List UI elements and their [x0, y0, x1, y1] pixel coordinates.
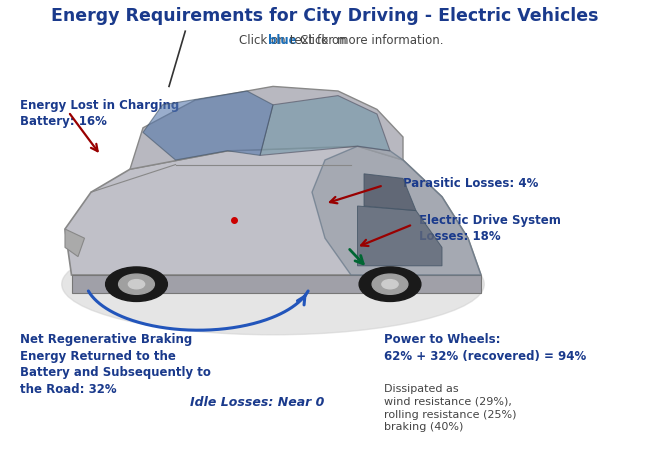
- Polygon shape: [72, 275, 481, 294]
- Polygon shape: [65, 147, 481, 275]
- Text: Power to Wheels:
62% + 32% (recovered) = 94%: Power to Wheels: 62% + 32% (recovered) =…: [384, 333, 586, 362]
- Text: Click on: Click on: [239, 34, 290, 47]
- Ellipse shape: [62, 234, 484, 335]
- Text: Energy Lost in Charging
Battery: 16%: Energy Lost in Charging Battery: 16%: [20, 99, 179, 128]
- Polygon shape: [143, 92, 273, 161]
- Polygon shape: [260, 96, 390, 156]
- Polygon shape: [65, 230, 84, 257]
- Text: Dissipated as
wind resistance (29%),
rolling resistance (25%)
braking (40%): Dissipated as wind resistance (29%), rol…: [384, 383, 516, 431]
- Text: text for more information.: text for more information.: [286, 34, 443, 47]
- Text: Net Regenerative Braking
Energy Returned to the
Battery and Subsequently to
the : Net Regenerative Braking Energy Returned…: [20, 333, 211, 395]
- Ellipse shape: [359, 267, 421, 302]
- Text: blue: blue: [268, 34, 297, 47]
- Polygon shape: [364, 174, 416, 211]
- Text: Energy Requirements for City Driving - Electric Vehicles: Energy Requirements for City Driving - E…: [51, 7, 599, 25]
- Polygon shape: [130, 87, 403, 170]
- Ellipse shape: [118, 274, 155, 295]
- Text: Electric Drive System
Losses: 18%: Electric Drive System Losses: 18%: [419, 213, 561, 243]
- Ellipse shape: [129, 280, 144, 289]
- Ellipse shape: [372, 274, 408, 295]
- Polygon shape: [358, 207, 442, 266]
- Text: Click on: Click on: [300, 34, 350, 47]
- Polygon shape: [312, 147, 481, 275]
- Ellipse shape: [382, 280, 398, 289]
- Text: Idle Losses: Near 0: Idle Losses: Near 0: [190, 395, 324, 408]
- Text: Parasitic Losses: 4%: Parasitic Losses: 4%: [403, 177, 538, 190]
- Ellipse shape: [105, 267, 168, 302]
